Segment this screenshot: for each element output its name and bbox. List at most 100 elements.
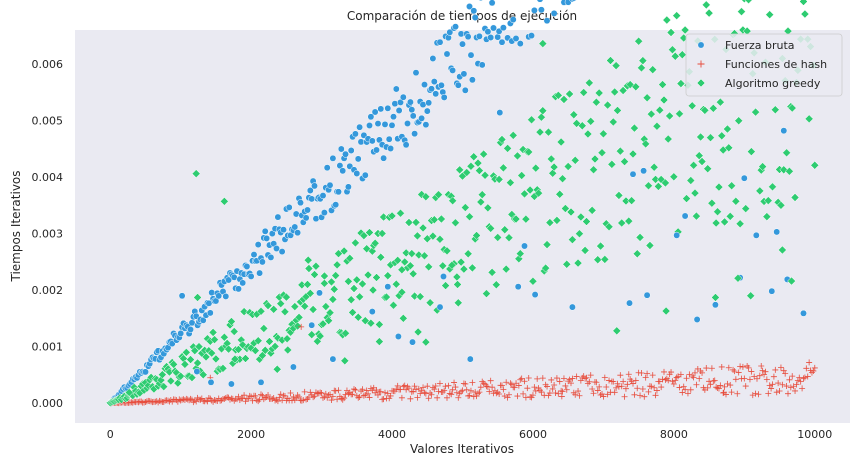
data-point-algoritmo-greedy (538, 106, 548, 116)
data-point-funciones-de-hash (715, 385, 722, 392)
data-point-algoritmo-greedy (476, 197, 486, 207)
data-point-algoritmo-greedy (406, 261, 415, 271)
data-point-algoritmo-greedy (697, 157, 707, 166)
data-point-algoritmo-greedy (610, 87, 620, 97)
data-point-funciones-de-hash (424, 383, 431, 390)
data-point-funciones-de-hash (458, 388, 465, 395)
data-point-algoritmo-greedy (404, 218, 414, 227)
data-point-algoritmo-greedy (413, 231, 422, 241)
outlier-point-algoritmo-greedy (612, 326, 622, 336)
data-point-funciones-de-hash (792, 387, 799, 394)
data-point-fuerza-bruta (297, 199, 304, 207)
data-point-algoritmo-greedy (414, 250, 424, 260)
data-point-funciones-de-hash (548, 376, 555, 383)
data-point-fuerza-bruta (366, 122, 373, 129)
data-point-algoritmo-greedy (407, 249, 417, 258)
data-point-algoritmo-greedy (577, 121, 587, 131)
data-point-fuerza-bruta (543, 17, 551, 25)
data-point-funciones-de-hash (555, 390, 562, 397)
data-point-algoritmo-greedy (779, 165, 789, 175)
data-point-algoritmo-greedy (480, 170, 490, 180)
data-point-funciones-de-hash (562, 382, 569, 389)
data-point-fuerza-bruta (187, 326, 194, 333)
data-point-algoritmo-greedy (304, 264, 314, 273)
data-point-funciones-de-hash (434, 394, 441, 401)
data-point-fuerza-bruta (467, 51, 475, 59)
data-point-algoritmo-greedy (594, 88, 604, 98)
data-point-funciones-de-hash (615, 383, 622, 390)
data-point-funciones-de-hash (720, 389, 727, 396)
data-point-algoritmo-greedy (677, 50, 687, 60)
outlier-point-fuerza-bruta (711, 301, 719, 309)
outlier-point-algoritmo-greedy (661, 306, 671, 316)
data-point-funciones-de-hash (335, 387, 342, 394)
data-point-funciones-de-hash (341, 395, 348, 402)
data-point-algoritmo-greedy (311, 261, 321, 271)
data-point-algoritmo-greedy (511, 214, 521, 224)
data-point-algoritmo-greedy (631, 82, 641, 92)
data-point-algoritmo-greedy (521, 214, 531, 224)
data-point-funciones-de-hash (432, 383, 439, 390)
data-point-fuerza-bruta (418, 114, 426, 122)
data-point-fuerza-bruta (342, 150, 349, 158)
data-point-funciones-de-hash (741, 375, 748, 382)
data-point-funciones-de-hash (317, 389, 324, 396)
data-point-algoritmo-greedy (747, 147, 756, 156)
data-point-algoritmo-greedy (570, 155, 580, 165)
data-point-algoritmo-greedy (716, 97, 725, 107)
data-point-fuerza-bruta (263, 234, 271, 242)
data-point-algoritmo-greedy (201, 352, 211, 362)
data-point-algoritmo-greedy (418, 223, 428, 233)
data-point-fuerza-bruta (470, 7, 478, 15)
data-point-funciones-de-hash (734, 390, 741, 397)
data-point-algoritmo-greedy (755, 186, 765, 196)
data-point-algoritmo-greedy (208, 328, 218, 337)
outlier-point-fuerza-bruta (800, 309, 807, 317)
data-point-algoritmo-greedy (620, 157, 629, 167)
data-point-algoritmo-greedy (294, 312, 304, 322)
data-point-algoritmo-greedy (615, 146, 625, 156)
outlier-point-fuerza-bruta (740, 174, 748, 182)
data-point-funciones-de-hash (708, 365, 715, 372)
data-point-algoritmo-greedy (630, 123, 639, 133)
data-point-algoritmo-greedy (596, 241, 605, 251)
data-point-fuerza-bruta (384, 104, 392, 112)
data-point-funciones-de-hash (745, 364, 752, 371)
data-point-funciones-de-hash (511, 384, 518, 391)
data-point-algoritmo-greedy (737, 7, 746, 17)
data-point-algoritmo-greedy (542, 240, 552, 249)
data-point-fuerza-bruta (428, 85, 435, 93)
data-point-algoritmo-greedy (668, 45, 677, 55)
data-point-funciones-de-hash (776, 387, 783, 394)
data-point-fuerza-bruta (443, 50, 451, 58)
data-point-funciones-de-hash (559, 388, 566, 395)
data-point-funciones-de-hash (756, 372, 763, 379)
data-point-algoritmo-greedy (466, 161, 476, 171)
data-point-funciones-de-hash (165, 397, 171, 404)
data-point-algoritmo-greedy (659, 95, 669, 105)
data-point-algoritmo-greedy (584, 78, 594, 88)
data-point-fuerza-bruta (294, 229, 302, 237)
data-point-algoritmo-greedy (377, 229, 387, 238)
y-tick-label: 0.003 (32, 228, 64, 241)
data-point-algoritmo-greedy (269, 304, 279, 314)
data-point-algoritmo-greedy (734, 116, 744, 126)
data-point-funciones-de-hash (624, 381, 631, 388)
data-point-funciones-de-hash (277, 391, 284, 398)
data-point-algoritmo-greedy (553, 91, 563, 100)
data-point-algoritmo-greedy (556, 137, 566, 147)
data-point-algoritmo-greedy (704, 8, 714, 18)
data-point-algoritmo-greedy (241, 354, 250, 363)
data-point-algoritmo-greedy (613, 106, 622, 115)
data-point-algoritmo-greedy (346, 295, 356, 305)
data-point-funciones-de-hash (553, 375, 560, 382)
data-point-funciones-de-hash (521, 378, 528, 385)
data-point-funciones-de-hash (501, 393, 508, 400)
data-point-funciones-de-hash (551, 382, 558, 389)
outlier-point-fuerza-bruta (643, 291, 651, 299)
data-point-funciones-de-hash (648, 383, 655, 390)
data-point-algoritmo-greedy (575, 229, 584, 239)
data-point-algoritmo-greedy (176, 371, 186, 381)
data-point-fuerza-bruta (335, 188, 342, 196)
data-point-fuerza-bruta (258, 258, 266, 266)
